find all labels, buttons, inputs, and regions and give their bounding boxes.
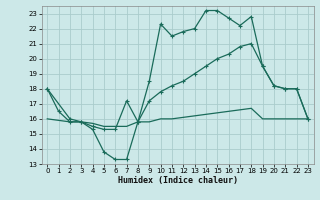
X-axis label: Humidex (Indice chaleur): Humidex (Indice chaleur) [118, 176, 237, 185]
